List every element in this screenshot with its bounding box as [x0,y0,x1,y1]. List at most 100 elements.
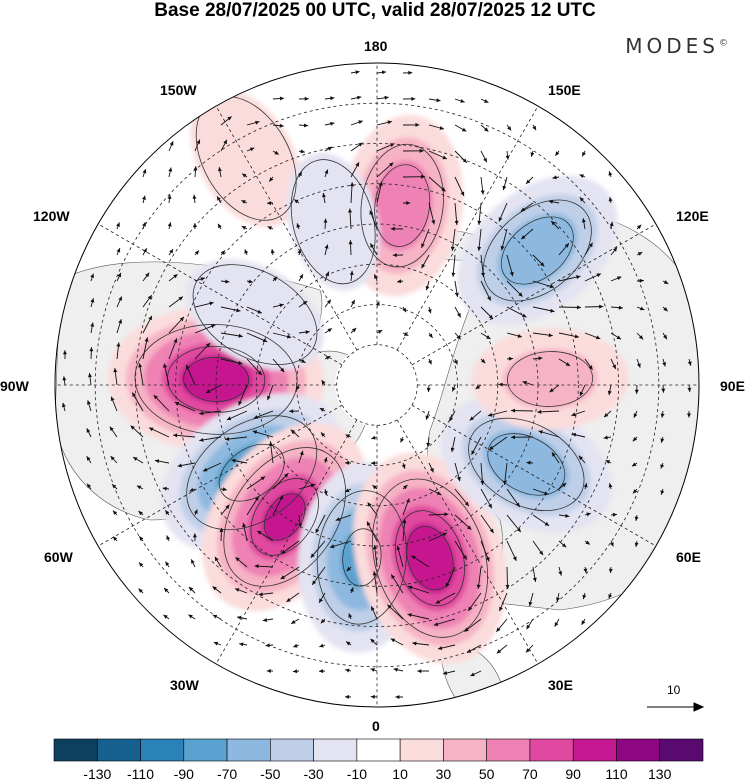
wind-vector-376 [346,566,352,572]
colorbar-tick-label: -10 [346,766,368,782]
wind-vector-65 [241,199,248,204]
wind-vector-343 [558,513,570,518]
wind-vector-256 [687,410,691,418]
wind-vector-331 [246,496,260,516]
wind-vector-164 [584,304,604,309]
wind-vector-410 [262,618,274,622]
lon-label-30w: 30W [170,677,199,693]
wind-vector-254 [633,410,638,418]
wind-vector-200 [298,358,306,364]
wind-vector-312 [323,488,328,496]
wind-vector-445 [344,694,352,699]
wind-vector-85 [241,225,248,230]
wind-vector-238 [131,392,144,412]
wind-vector-262 [199,436,222,442]
wind-vector-153 [298,300,308,308]
wind-vector-76 [520,202,534,212]
wind-vector-260 [148,427,170,438]
wind-vector-413 [348,613,353,620]
wind-vector-36 [454,150,468,164]
lon-label-60w: 60W [44,549,73,565]
wind-vector-129 [272,276,278,282]
wind-vector-77 [548,199,560,204]
wind-vector-229 [549,384,560,393]
latitude-circle-70 [296,304,458,466]
wind-vector-127 [220,279,230,284]
wind-vector-117 [532,254,545,267]
wind-vector-248 [469,410,482,421]
wind-vector-392 [258,592,274,597]
wind-vector-97 [550,220,560,230]
meridian-210 [396,105,539,351]
wind-vector-320 [532,488,549,495]
wind-vector-119 [584,242,593,256]
wind-vector-197 [220,358,243,365]
wind-vector-326 [112,510,118,516]
wind-vector-189 [636,332,644,340]
wind-vector-333 [298,514,302,528]
streamline-contour-1-1 [186,415,318,531]
wind-vector-225 [451,384,456,392]
wind-vector-242 [226,410,248,421]
wind-vector-184 [506,332,523,338]
wind-vector-199 [272,358,285,373]
wind-vector-358 [402,519,407,542]
wind-vector-12 [220,116,232,126]
wind-vector-232 [634,384,639,394]
meridian-300 [411,404,657,547]
wind-vector-95 [500,228,508,251]
wind-vector-388 [163,587,170,594]
wind-vector-58 [552,175,560,180]
wind-vector-121 [636,251,643,256]
wind-vector-393 [286,592,300,603]
wind-vector-6 [350,95,362,100]
modes-logo: MODES© [625,34,732,58]
wind-vector-182 [454,332,461,340]
wind-vector-90 [369,210,378,230]
wind-vectors [61,70,692,699]
streamline-contour-7-1 [482,199,592,302]
wind-vector-327 [138,510,144,516]
wind-vector-22 [480,124,489,132]
wind-vector-284 [177,462,196,468]
wind-vector-415 [387,604,404,620]
wind-vector-207 [558,358,571,367]
wind-vector-349 [166,535,171,542]
wind-vector-258 [109,426,118,438]
wind-vector-268 [371,435,378,440]
wind-vector-15 [298,123,309,128]
wind-vector-84 [217,223,222,230]
wind-vector-315 [402,484,408,490]
wind-vector-183 [480,332,491,340]
wind-vector-429 [370,638,378,646]
wind-vector-395 [349,587,354,594]
wind-vector-73 [454,202,459,225]
wind-vector-407 [188,614,196,620]
wind-vector-366 [609,540,614,547]
wind-vector-298 [551,451,560,464]
wind-vector-165 [610,305,623,310]
wind-vector-204 [480,358,486,364]
wind-vector-285 [202,462,222,472]
wind-vector-49 [324,169,329,178]
wind-vector-70 [376,181,383,204]
wind-vector-218 [185,364,196,386]
streamline-contour-2-1 [223,447,347,587]
wind-vector-390 [212,586,222,594]
wind-vector-377 [372,545,378,568]
wind-vector-382 [505,566,510,590]
wind-vector-261 [173,433,196,438]
wind-vector-295 [480,462,485,485]
wind-vector-43 [168,167,173,178]
wind-vector-212 [687,358,692,366]
wind-vector-249 [487,410,508,417]
wind-vector-79 [608,197,613,204]
wind-vector-147 [142,294,153,308]
wind-vector-128 [246,279,253,284]
wind-vector-294 [454,462,461,482]
wind-vector-185 [532,332,553,338]
wind-vector-178 [350,327,357,334]
wind-vector-300 [605,459,612,464]
wind-vector-278 [632,436,638,442]
wind-vector-234 [687,384,692,392]
